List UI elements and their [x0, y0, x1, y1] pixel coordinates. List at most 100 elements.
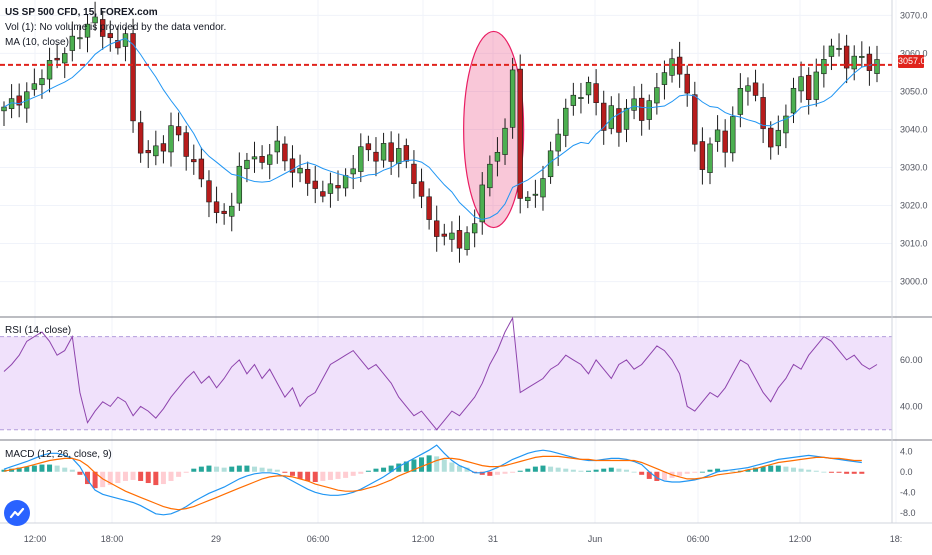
candle-up — [31, 83, 38, 90]
candle-down — [418, 181, 425, 197]
candle-up — [555, 133, 561, 152]
macd-axis-label: -8.0 — [900, 508, 916, 518]
candle-down — [221, 210, 227, 214]
macd-histogram-bar — [586, 470, 592, 472]
macd-histogram-bar — [616, 468, 622, 472]
candle-up — [821, 59, 827, 75]
candle-up — [327, 183, 334, 194]
macd-histogram-bar — [578, 470, 584, 472]
rsi-band — [0, 336, 892, 430]
candle-up — [623, 107, 630, 130]
macd-axis-label: -4.0 — [900, 487, 916, 497]
candle-up — [342, 175, 349, 189]
candle-up — [62, 53, 68, 64]
candle-up — [251, 156, 258, 160]
candle-down — [160, 143, 167, 152]
candle-down — [752, 82, 759, 96]
macd-histogram-bar — [707, 469, 713, 472]
candle-down — [456, 230, 463, 249]
last-price-tag: 3057.0 — [898, 55, 926, 68]
macd-histogram-bar — [388, 465, 394, 472]
candle-down — [699, 141, 706, 170]
price-axis-label: 3020.0 — [900, 201, 928, 211]
tradingview-logo[interactable] — [4, 500, 30, 526]
rsi-legend[interactable]: RSI (14, close) — [5, 325, 72, 336]
candle-up — [479, 184, 485, 223]
candle-down — [54, 57, 60, 61]
macd-histogram-bar — [411, 459, 417, 472]
candle-down — [866, 53, 873, 71]
time-axis-label: 31 — [488, 534, 498, 544]
candle-up — [585, 82, 592, 96]
price-axis-label: 3050.0 — [900, 86, 928, 96]
macd-histogram-bar — [487, 471, 493, 476]
candle-down — [183, 132, 189, 157]
macd-histogram-bar — [31, 465, 37, 472]
macd-histogram-bar — [699, 471, 705, 473]
candle-down — [145, 150, 151, 154]
rsi-line — [3, 316, 878, 431]
ma-indicator-label[interactable]: MA (10, close) — [5, 37, 69, 48]
macd-histogram-bar — [305, 471, 311, 481]
time-axis-label: 06:00 — [687, 534, 710, 544]
macd-histogram-bar — [623, 469, 629, 472]
cloud-icon — [9, 507, 25, 519]
macd-histogram-bar — [517, 470, 523, 472]
macd-histogram-bar — [464, 467, 470, 472]
candle-down — [434, 220, 440, 237]
macd-histogram-bar — [267, 468, 273, 472]
candle-up — [631, 98, 637, 111]
candle-up — [236, 165, 243, 204]
candle-down — [99, 19, 106, 37]
candle-up — [77, 37, 83, 40]
candle-down — [373, 151, 379, 162]
candle-up — [646, 100, 652, 120]
macd-histogram-bar — [320, 471, 326, 481]
candle-down — [259, 156, 265, 163]
ma-line — [3, 37, 878, 221]
candle-down — [593, 83, 599, 103]
price-axis-label: 3040.0 — [900, 124, 928, 134]
macd-histogram-bar — [365, 470, 371, 472]
candle-down — [16, 95, 22, 106]
symbol-title[interactable]: US SP 500 CFD, 15, FOREX.com — [5, 7, 158, 18]
candle-up — [813, 71, 819, 100]
candle-up — [274, 140, 280, 153]
candle-up — [661, 72, 668, 85]
candle-down — [616, 108, 622, 133]
macd-histogram-bar — [775, 465, 781, 472]
macd-histogram-bar — [692, 471, 698, 473]
macd-histogram-bar — [138, 471, 144, 481]
candle-down — [312, 180, 318, 189]
macd-histogram-bar — [419, 457, 425, 472]
macd-histogram-bar — [153, 471, 159, 486]
macd-histogram-bar — [92, 471, 98, 489]
candle-down — [198, 158, 205, 180]
candle-up — [509, 69, 516, 128]
candle-up — [798, 76, 804, 92]
macd-histogram-bar — [540, 465, 546, 472]
macd-legend[interactable]: MACD (12, 26, close, 9) — [5, 449, 112, 460]
macd-histogram-bar — [130, 471, 136, 480]
vol-indicator-label[interactable]: Vol (1): No volume is provided by the da… — [5, 22, 227, 33]
macd-histogram-bar — [358, 471, 364, 474]
macd-histogram-bar — [798, 468, 804, 472]
macd-histogram-bar — [821, 471, 827, 473]
macd-histogram-bar — [145, 471, 151, 484]
macd-axis-label: 4.0 — [900, 446, 913, 456]
candle-up — [714, 129, 721, 142]
candle-up — [790, 87, 797, 114]
time-axis-label: 12:00 — [412, 534, 435, 544]
macd-histogram-bar — [160, 471, 166, 485]
macd-histogram-bar — [107, 471, 113, 486]
candle-up — [494, 152, 501, 162]
candle-up — [707, 143, 713, 173]
candle-down — [213, 201, 220, 213]
candle-up — [449, 232, 455, 240]
candle-up — [46, 60, 53, 80]
macd-histogram-bar — [639, 471, 645, 475]
macd-histogram-bar — [77, 471, 83, 475]
time-axis-label: 29 — [211, 534, 221, 544]
